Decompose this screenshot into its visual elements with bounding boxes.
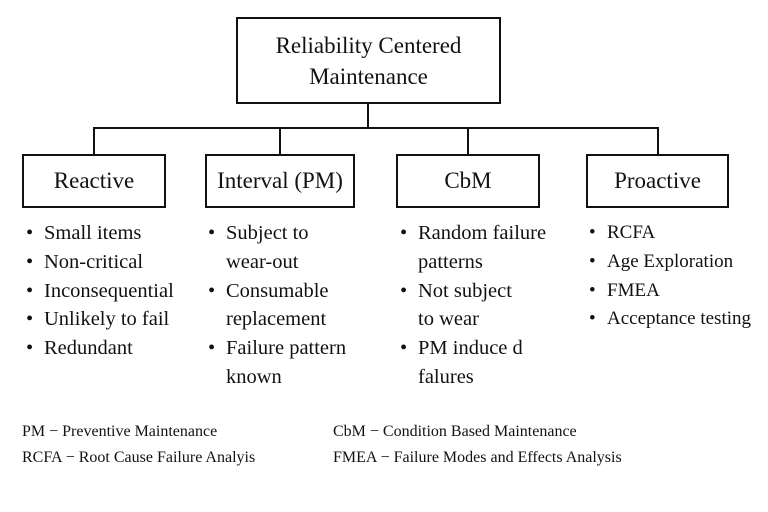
list-item: FMEA — [587, 277, 751, 306]
category-proactive: Proactive — [586, 154, 729, 208]
legend-cbm: CbM − Condition Based Maintenance — [333, 423, 577, 440]
list-item: Inconsequential — [24, 277, 174, 306]
connector-root-down — [367, 104, 369, 128]
proactive-list: RCFA Age Exploration FMEA Acceptance tes… — [587, 219, 751, 334]
list-item: Small items — [24, 219, 174, 248]
legend-rcfa: RCFA − Root Cause Failure Analyis — [22, 449, 256, 466]
reactive-list: Small items Non-critical Inconsequential… — [24, 219, 174, 363]
connector-interval — [279, 127, 281, 154]
category-cbm: CbM — [396, 154, 540, 208]
category-label: Interval (PM) — [217, 168, 343, 193]
list-item: Age Exploration — [587, 248, 751, 277]
list-item: Acceptance testing — [587, 305, 751, 334]
cbm-list: Random failure patterns Not subject to w… — [398, 219, 546, 392]
list-item: Unlikely to fail — [24, 305, 174, 334]
list-item: Non-critical — [24, 248, 174, 277]
list-item: Subject to wear-out — [206, 219, 346, 277]
connector-proactive — [657, 127, 659, 154]
root-node: Reliability Centered Maintenance — [236, 17, 501, 104]
legend-pm: PM − Preventive Maintenance — [22, 423, 218, 440]
root-title: Reliability Centered Maintenance — [275, 32, 462, 89]
category-label: CbM — [444, 168, 492, 193]
list-item: Failure pattern known — [206, 334, 346, 392]
list-item: Random failure patterns — [398, 219, 546, 277]
connector-cbm — [467, 127, 469, 154]
category-reactive: Reactive — [22, 154, 166, 208]
list-item: Redundant — [24, 334, 174, 363]
list-item: RCFA — [587, 219, 751, 248]
list-item: PM induce d falures — [398, 334, 546, 392]
category-label: Proactive — [614, 168, 701, 193]
connector-horizontal — [93, 127, 659, 129]
category-interval-pm: Interval (PM) — [205, 154, 355, 208]
category-label: Reactive — [53, 168, 135, 193]
list-item: Consumable replacement — [206, 277, 346, 335]
list-item: Not subject to wear — [398, 277, 546, 335]
connector-reactive — [93, 127, 95, 154]
legend-fmea: FMEA − Failure Modes and Effects Analysi… — [333, 449, 622, 466]
interval-pm-list: Subject to wear-out Consumable replaceme… — [206, 219, 346, 392]
